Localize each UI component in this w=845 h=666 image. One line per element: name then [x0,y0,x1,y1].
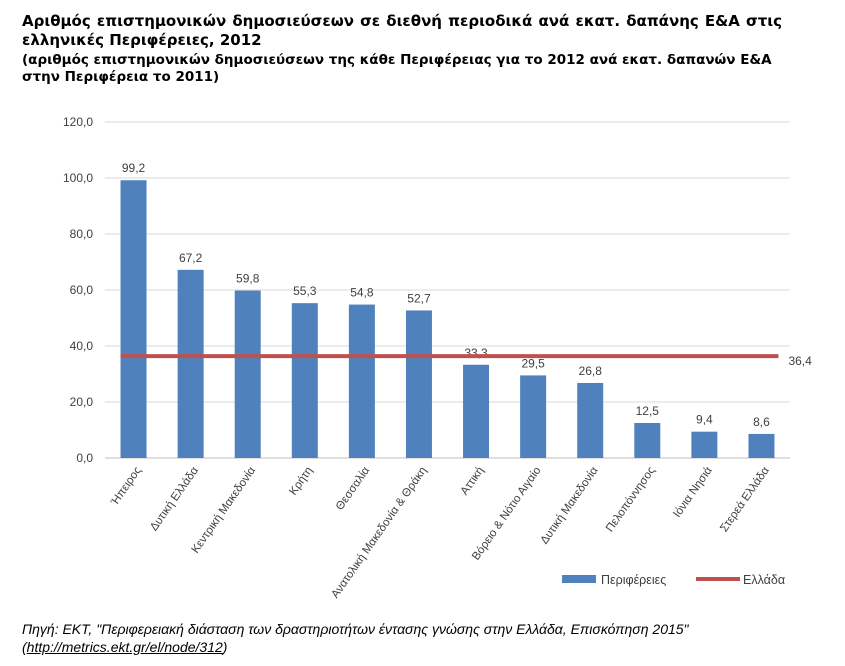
bar-value-label: 52,7 [407,291,431,305]
bar [177,269,204,458]
y-tick-label: 120,0 [63,115,93,129]
x-tick-label: Θεσσαλία [334,465,373,513]
bar [577,382,604,458]
bar-value-label: 26,8 [579,364,603,378]
y-tick-label: 0,0 [76,451,93,465]
bar [634,423,661,458]
source-link-open: ( [22,639,27,655]
source-note: Πηγή: ΕΚΤ, "Περιφερειακή διάσταση των δρ… [22,620,832,656]
chart-title: Αριθμός επιστημονικών δημοσιεύσεων σε δι… [22,12,782,49]
x-tick-label: Βόρειο & Νότιο Αιγαίο [470,465,543,563]
legend-label-bars: Περιφέρειες [601,573,666,587]
bar [348,304,375,458]
chart-subtitle: (αριθμός επιστημονικών δημοσιεύσεων της … [22,52,772,85]
bar-value-label: 67,2 [179,251,203,265]
bar [405,310,432,458]
y-tick-label: 80,0 [70,227,94,241]
bar [463,364,490,458]
x-tick-label: Δυτική Μακεδονία [538,465,600,547]
source-text: Πηγή: ΕΚΤ, "Περιφερειακή διάσταση των δρ… [22,621,689,637]
x-tick-label: Ιόνια Νησιά [671,465,715,520]
bar-value-label: 29,5 [521,356,545,370]
x-tick-label: Ήπειρος [109,464,145,508]
bar [234,290,261,458]
y-tick-label: 20,0 [70,395,94,409]
source-link[interactable]: http://metrics.ekt.gr/el/node/312 [26,639,223,655]
bar [691,431,718,458]
x-tick-label: Ανατολική Μακεδονία & Θράκη [329,465,429,601]
bar [748,433,775,458]
bar-value-label: 12,5 [636,404,660,418]
bar-value-label: 8,6 [753,415,770,429]
legend-label-line: Ελλάδα [743,573,785,587]
bar-value-label: 55,3 [293,284,317,298]
x-tick-label: Δυτική Ελλάδα [148,465,201,534]
legend-swatch-bars [562,575,596,583]
y-tick-label: 100,0 [63,171,93,185]
x-tick-label: Στερεά Ελλάδα [718,465,772,535]
bar [120,180,147,459]
y-tick-label: 60,0 [70,283,94,297]
bar-value-label: 9,4 [696,413,713,427]
source-link-close: ) [222,639,228,655]
bar-value-label: 99,2 [122,161,146,175]
y-tick-label: 40,0 [70,339,94,353]
bar-chart: 0,0 20,0 40,0 60,0 80,0 100,0 120,0 99,2 Ήπειρος… [63,115,812,601]
bar [520,375,547,458]
bar-value-label: 54,8 [350,286,374,300]
average-line-label: 36,4 [788,354,812,368]
x-tick-label: Πελοπόννησος [604,464,658,534]
bar [291,303,318,458]
x-tick-label: Αττική [459,465,487,498]
x-tick-label: Κρήτη [287,465,315,498]
bar-value-label: 59,8 [236,272,260,286]
x-tick-label: Κεντρική Μακεδονία [190,465,259,556]
